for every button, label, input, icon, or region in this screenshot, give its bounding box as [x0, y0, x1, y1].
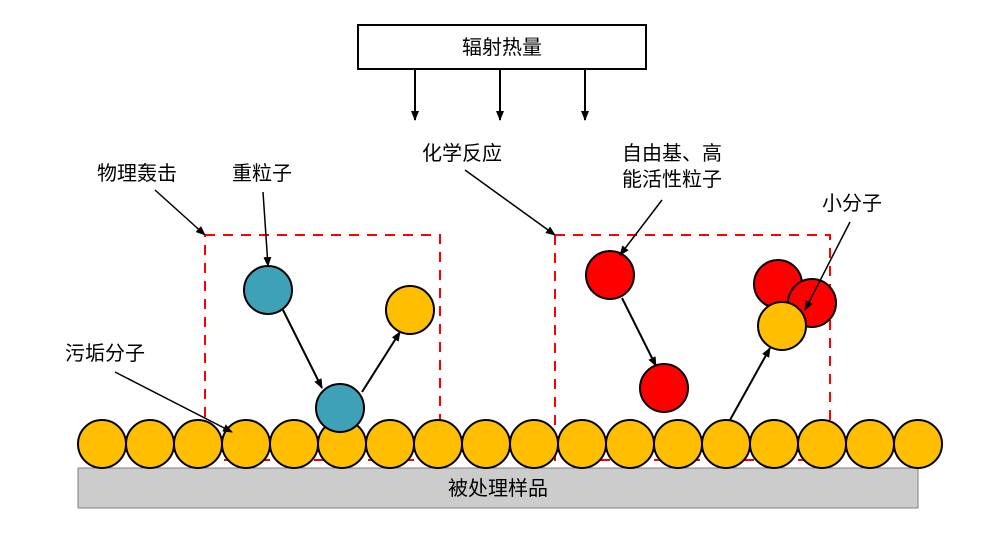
free-radical-label-line1: 自由基、高 [622, 142, 722, 165]
dirt-molecule [174, 420, 222, 468]
dirt-molecule [510, 420, 558, 468]
dirt-molecule [894, 420, 942, 468]
dirt-molecule [462, 420, 510, 468]
heavy-particle-1 [316, 384, 364, 432]
dirt-molecule [126, 420, 174, 468]
dirt-molecule [654, 420, 702, 468]
dirt-molecule [558, 420, 606, 468]
dirt-molecule [414, 420, 462, 468]
dirt-molecule [846, 420, 894, 468]
dirt-molecule [750, 420, 798, 468]
dirt-molecule [606, 420, 654, 468]
ejected-dirt-molecule [386, 286, 434, 334]
radical-particle [640, 364, 688, 412]
small-molecule [758, 302, 806, 350]
dirt-molecule [270, 420, 318, 468]
physical-bombardment-label: 物理轰击 [97, 162, 177, 185]
heavy-particle-label: 重粒子 [232, 162, 292, 185]
dirt-molecule [366, 420, 414, 468]
sample-label: 被处理样品 [448, 477, 548, 500]
chemical-reaction-label: 化学反应 [422, 142, 502, 165]
dirt-molecule [702, 420, 750, 468]
small-molecule-label: 小分子 [822, 192, 882, 215]
heavy-particle-0 [244, 266, 292, 314]
mechanism-diagram: 辐射热量被处理样品 物理轰击 重粒子 化学反应 自由基、高能活性粒子小分子污垢分子 [0, 0, 1001, 557]
dirt-molecule [798, 420, 846, 468]
dirt-molecule-label: 污垢分子 [65, 342, 145, 365]
radical-particle [586, 251, 634, 299]
dirt-molecule [222, 420, 270, 468]
dirt-molecule [78, 420, 126, 468]
free-radical-label-line2: 能活性粒子 [622, 168, 722, 191]
radiation-heat-label: 辐射热量 [462, 36, 542, 59]
